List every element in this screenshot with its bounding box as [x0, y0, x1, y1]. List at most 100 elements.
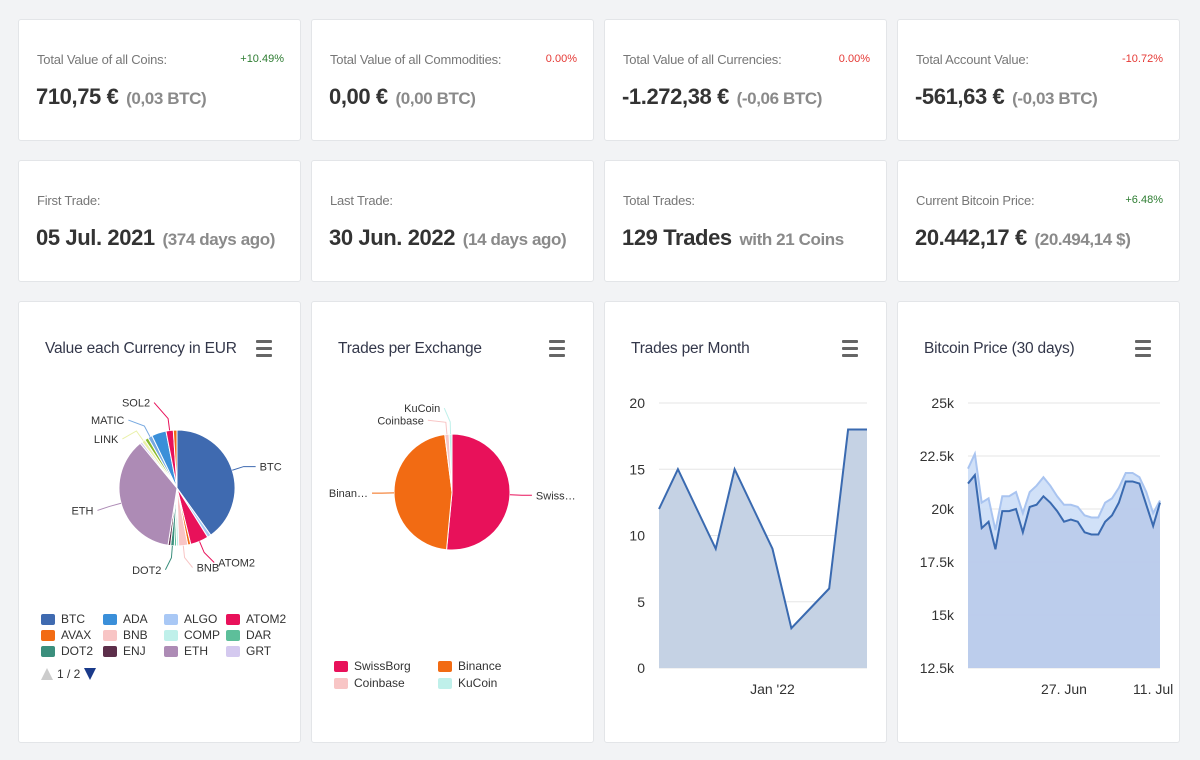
legend-swatch — [103, 645, 117, 657]
legend-label: ATOM2 — [246, 612, 287, 626]
pie-callout-line — [128, 419, 151, 437]
trades-month-title: Trades per Month — [631, 340, 750, 357]
legend-item[interactable]: ENJ — [103, 644, 146, 658]
legend-label: GRT — [246, 644, 272, 658]
pager-down-icon[interactable] — [84, 668, 97, 680]
pager-text: 1 / 2 — [57, 667, 81, 681]
chart-menu-icon[interactable] — [842, 340, 858, 358]
pie-slice[interactable] — [393, 433, 453, 551]
chart-menu-icon[interactable] — [549, 340, 565, 358]
series-line[interactable] — [967, 472, 1161, 550]
pie-data-label: Binan… — [329, 488, 368, 500]
legend-label: DOT2 — [61, 644, 94, 658]
legend-item[interactable]: SwissBorg — [334, 659, 411, 673]
pager-up-icon — [41, 668, 53, 680]
exchange-pie-title: Trades per Exchange — [338, 340, 482, 357]
legend-item[interactable]: Binance — [438, 659, 501, 673]
legend-item[interactable]: ALGO — [164, 612, 217, 626]
pie-slice[interactable] — [176, 429, 236, 536]
pie-slice[interactable] — [118, 442, 178, 546]
currency-pie-title: Value each Currency in EUR — [45, 340, 237, 357]
pie-data-label: LINK — [94, 434, 119, 446]
legend-swatch — [334, 677, 348, 689]
stat-label: Total Value of all Commodities: — [330, 52, 502, 67]
pie-slice[interactable] — [448, 433, 453, 493]
legend-item[interactable]: AVAX — [41, 628, 91, 642]
legend-label: ETH — [184, 644, 208, 658]
stat-value: 129 Trades with 21 Coins — [622, 225, 844, 251]
trades-month-chart: 0 5 10 15 20 Jan '22 — [629, 395, 867, 697]
stat-change: -10.72% — [1122, 53, 1163, 65]
chart-menu-icon[interactable] — [1135, 340, 1151, 358]
legend-label: BNB — [123, 628, 148, 642]
legend-swatch — [226, 629, 240, 641]
stat-sub-value: (-0,03 BTC) — [1012, 89, 1098, 108]
pie-data-label: SOL2 — [122, 398, 150, 410]
stat-card: First Trade: 05 Jul. 2021 (374 days ago) — [18, 160, 301, 282]
area-fill — [659, 429, 867, 668]
legend-item[interactable]: GRT — [226, 644, 271, 658]
pie-data-label: ETH — [71, 505, 93, 517]
y-tick-label: 20k — [931, 501, 955, 517]
legend-item[interactable]: BTC — [41, 612, 85, 626]
legend-swatch — [438, 660, 452, 672]
stat-card: Total Value of all Coins: +10.49% 710,75 €… — [18, 19, 301, 141]
legend-label: DAR — [246, 628, 272, 642]
pie-slice[interactable] — [445, 433, 511, 551]
btc-price-card: Bitcoin Price (30 days) 12.5k 15k 17.5k 20k… — [897, 301, 1180, 743]
stat-sub-value: (0,03 BTC) — [126, 89, 207, 108]
stat-value: 20.442,17 € (20.494,14 $) — [915, 225, 1131, 251]
stat-card: Total Value of all Currencies: 0.00% -1.27… — [604, 19, 887, 141]
stat-card: Last Trade: 30 Jun. 2022 (14 days ago) — [311, 160, 594, 282]
legend-item[interactable]: KuCoin — [438, 676, 497, 690]
legend-item[interactable]: COMP — [164, 628, 220, 642]
stat-main-value: 0,00 € — [329, 84, 388, 109]
pie-callout-line — [509, 494, 532, 496]
pie-callout-line — [164, 545, 173, 571]
stat-main-value: -561,63 € — [915, 84, 1005, 109]
stat-change: 0.00% — [838, 53, 870, 65]
chart-menu-icon[interactable] — [256, 340, 272, 358]
btc-price-chart: 12.5k 15k 17.5k 20k 22.5k 25k 27. Jun 11. Jul — [920, 395, 1174, 697]
y-tick-label: 25k — [931, 395, 955, 411]
y-tick-label: 17.5k — [920, 554, 955, 570]
pie-slice[interactable] — [172, 429, 178, 489]
stat-label: Total Value of all Coins: — [37, 52, 167, 67]
stat-change: 0.00% — [545, 53, 577, 65]
pie-data-label: ATOM2 — [218, 558, 255, 570]
legend-swatch — [103, 613, 117, 625]
legend-swatch — [438, 677, 452, 689]
legend-item[interactable]: BNB — [103, 628, 148, 642]
legend-item[interactable]: Coinbase — [334, 676, 405, 690]
y-tick-label: 10 — [629, 528, 645, 544]
legend-label: ENJ — [123, 644, 146, 658]
legend-label: KuCoin — [458, 676, 498, 690]
legend-item[interactable]: DOT2 — [41, 644, 93, 658]
legend-swatch — [103, 629, 117, 641]
legend-item[interactable]: ETH — [164, 644, 208, 658]
series-line[interactable] — [967, 450, 1161, 531]
legend-label: COMP — [184, 628, 220, 642]
legend-swatch — [164, 613, 178, 625]
legend-swatch — [164, 629, 178, 641]
legend-label: Binance — [458, 659, 502, 673]
stat-change: +6.48% — [1125, 194, 1163, 206]
legend-swatch — [226, 645, 240, 657]
btc-price-title: Bitcoin Price (30 days) — [924, 340, 1075, 357]
trades-month-card: Trades per Month 0 5 10 15 20 Jan '22 — [604, 301, 887, 743]
currency-pie-card: Value each Currency in EUR BTC ATOM2 BNB DO… — [18, 301, 301, 743]
legend-item[interactable]: ADA — [103, 612, 148, 626]
stat-main-value: 129 Trades — [622, 225, 732, 250]
y-tick-label: 15 — [629, 461, 645, 477]
legend-item[interactable]: ATOM2 — [226, 612, 286, 626]
series-line[interactable] — [658, 428, 867, 631]
stat-sub-value: (0,00 BTC) — [395, 89, 476, 108]
pie-callout-line — [443, 407, 452, 435]
stat-main-value: 20.442,17 € — [915, 225, 1027, 250]
legend-label: ADA — [123, 612, 148, 626]
y-tick-label: 12.5k — [920, 660, 955, 676]
legend-swatch — [41, 629, 55, 641]
legend-item[interactable]: DAR — [226, 628, 271, 642]
pie-callout-line — [153, 402, 171, 431]
